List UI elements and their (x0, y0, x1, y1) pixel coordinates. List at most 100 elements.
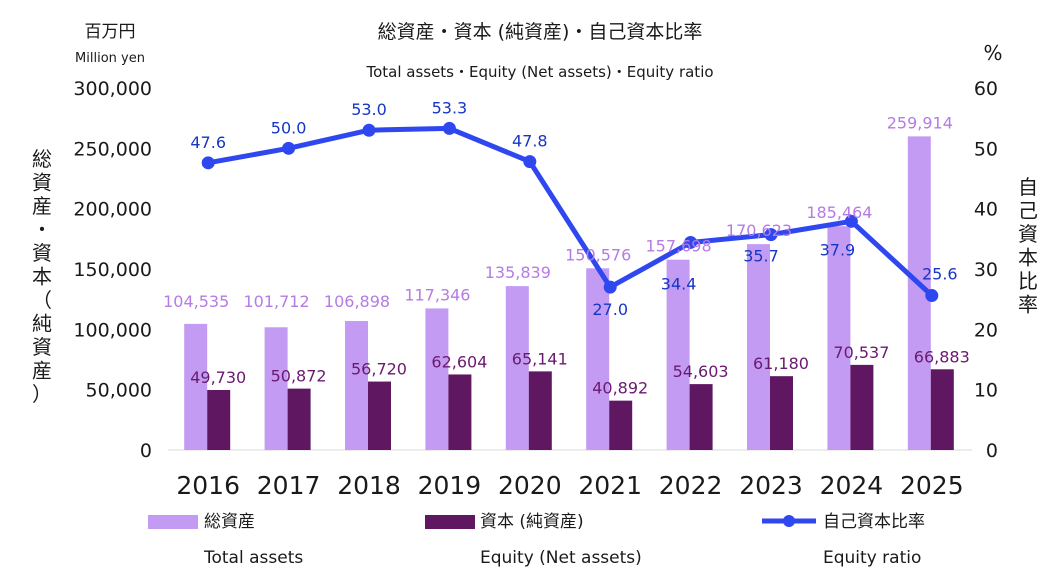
left-axis-title: 総資産・資本（純資産） (32, 147, 52, 406)
label-equity-ratio-2024: 37.9 (820, 240, 856, 259)
legend-label-equity-en: Equity (Net assets) (480, 548, 642, 568)
line-equity-ratio (207, 125, 934, 298)
left-axis-unit: 百万円 (85, 22, 136, 42)
legend-label-equity-ratio: 自己資本比率 (823, 512, 925, 532)
label-total-assets-2023: 170,623 (726, 221, 792, 240)
left-axis-tick: 50,000 (86, 380, 152, 402)
point-equity-ratio-2021 (603, 280, 617, 294)
label-equity-2020: 65,141 (512, 349, 568, 368)
label-total-assets-2016: 104,535 (163, 292, 229, 311)
label-equity-2017: 50,872 (271, 367, 327, 386)
chart-subtitle: Total assets・Equity (Net assets)・Equity … (365, 63, 713, 81)
label-total-assets-2025: 259,914 (887, 113, 953, 132)
label-equity-2023: 61,180 (753, 354, 809, 373)
label-total-assets-2017: 101,712 (244, 292, 310, 311)
legend-label-equity: 資本 (純資産) (480, 512, 584, 532)
right-axis-title: 自己資本比率 (1018, 175, 1038, 317)
label-equity-ratio-2019: 53.3 (432, 98, 468, 117)
x-axis-tick-2024: 2024 (820, 471, 884, 500)
label-total-assets-2018: 106,898 (324, 292, 390, 311)
label-equity-ratio-2023: 35.7 (743, 247, 779, 266)
legend-label-equity-ratio-en: Equity ratio (823, 548, 921, 568)
label-total-assets-2020: 135,839 (485, 263, 551, 282)
label-equity-2022: 54,603 (673, 362, 729, 381)
point-equity-ratio-2017 (282, 141, 296, 155)
label-equity-ratio-2022: 34.4 (661, 274, 697, 293)
right-axis-tick: 50 (974, 138, 998, 160)
label-equity-ratio-2018: 53.0 (351, 100, 387, 119)
x-axis-tick-2021: 2021 (578, 471, 642, 500)
x-axis-tick-2017: 2017 (257, 471, 321, 500)
left-axis-tick: 0 (140, 440, 152, 462)
bar-equity-2020 (528, 371, 552, 450)
x-axis-tick-2022: 2022 (659, 471, 723, 500)
x-axis-tick-2018: 2018 (337, 471, 401, 500)
left-axis-tick: 300,000 (73, 78, 152, 100)
x-axis-tick-2016: 2016 (176, 471, 240, 500)
bar-equity-2017 (287, 388, 311, 450)
label-equity-2024: 70,537 (833, 343, 889, 362)
point-equity-ratio-2022 (684, 235, 698, 249)
x-axis-tick-2023: 2023 (739, 471, 803, 500)
right-axis-tick: 30 (974, 259, 998, 281)
label-total-assets-2019: 117,346 (404, 285, 470, 304)
bar-total-assets-2017 (264, 327, 288, 450)
bar-equity-2024 (850, 364, 874, 450)
bar-total-assets-2021 (586, 268, 610, 450)
bar-equity-2022 (689, 384, 713, 450)
point-equity-ratio-2016 (201, 156, 215, 170)
bar-total-assets-2022 (666, 259, 690, 450)
bar-total-assets-2019 (425, 308, 449, 450)
point-equity-ratio-2019 (442, 121, 456, 135)
label-equity-ratio-2021: 27.0 (592, 300, 628, 319)
right-axis-tick: 10 (974, 380, 998, 402)
legend-swatch-total-assets (148, 515, 198, 529)
point-equity-ratio-2025 (925, 289, 939, 303)
x-axis-tick-2020: 2020 (498, 471, 562, 500)
right-axis-tick: 40 (974, 199, 998, 221)
point-equity-ratio-2018 (362, 123, 376, 137)
legend-label-total-assets-en: Total assets (203, 548, 303, 568)
label-equity-2025: 66,883 (914, 347, 970, 366)
bar-equity-2025 (930, 369, 954, 450)
bar-total-assets-2018 (345, 321, 368, 450)
right-axis-tick: 20 (974, 319, 998, 341)
left-axis-tick: 200,000 (73, 199, 152, 221)
point-equity-ratio-2023 (764, 228, 778, 242)
bar-total-assets-2016 (184, 323, 208, 450)
left-axis-unit-en: Million yen (75, 51, 145, 66)
bar-equity-2019 (448, 374, 472, 450)
label-equity-2016: 49,730 (190, 368, 246, 387)
label-total-assets-2022: 157,698 (646, 237, 712, 256)
legend-marker-equity-ratio (783, 515, 795, 527)
point-equity-ratio-2020 (523, 155, 537, 169)
right-axis-tick: 60 (974, 78, 998, 100)
bar-total-assets-2025 (907, 136, 931, 451)
x-axis-tick-2019: 2019 (418, 471, 482, 500)
left-axis-tick: 100,000 (73, 319, 152, 341)
label-equity-ratio-2025: 25.6 (922, 265, 958, 284)
bar-equity-2016 (207, 389, 231, 450)
chart-title: 総資産・資本 (純資産)・自己資本比率 (378, 21, 703, 43)
label-total-assets-2021: 150,576 (565, 245, 631, 264)
left-axis-tick: 250,000 (73, 138, 152, 160)
label-equity-2019: 62,604 (431, 352, 487, 371)
point-equity-ratio-2024 (844, 214, 858, 228)
bar-equity-2018 (368, 381, 391, 450)
right-axis-tick: 0 (986, 440, 998, 462)
bar-equity-2023 (770, 376, 793, 450)
label-equity-2018: 56,720 (351, 360, 407, 379)
label-equity-2021: 40,892 (592, 379, 648, 398)
label-equity-ratio-2017: 50.0 (271, 118, 307, 137)
bar-equity-2021 (609, 400, 633, 450)
right-axis-unit: % (983, 41, 1002, 65)
legend-swatch-equity (425, 515, 475, 529)
label-equity-ratio-2016: 47.6 (190, 133, 226, 152)
bar-total-assets-2020 (505, 286, 529, 450)
label-equity-ratio-2020: 47.8 (512, 132, 548, 151)
left-axis-tick: 150,000 (73, 259, 152, 281)
bar-total-assets-2023 (747, 244, 770, 450)
bar-total-assets-2024 (827, 226, 851, 450)
label-total-assets-2024: 185,464 (806, 203, 872, 222)
